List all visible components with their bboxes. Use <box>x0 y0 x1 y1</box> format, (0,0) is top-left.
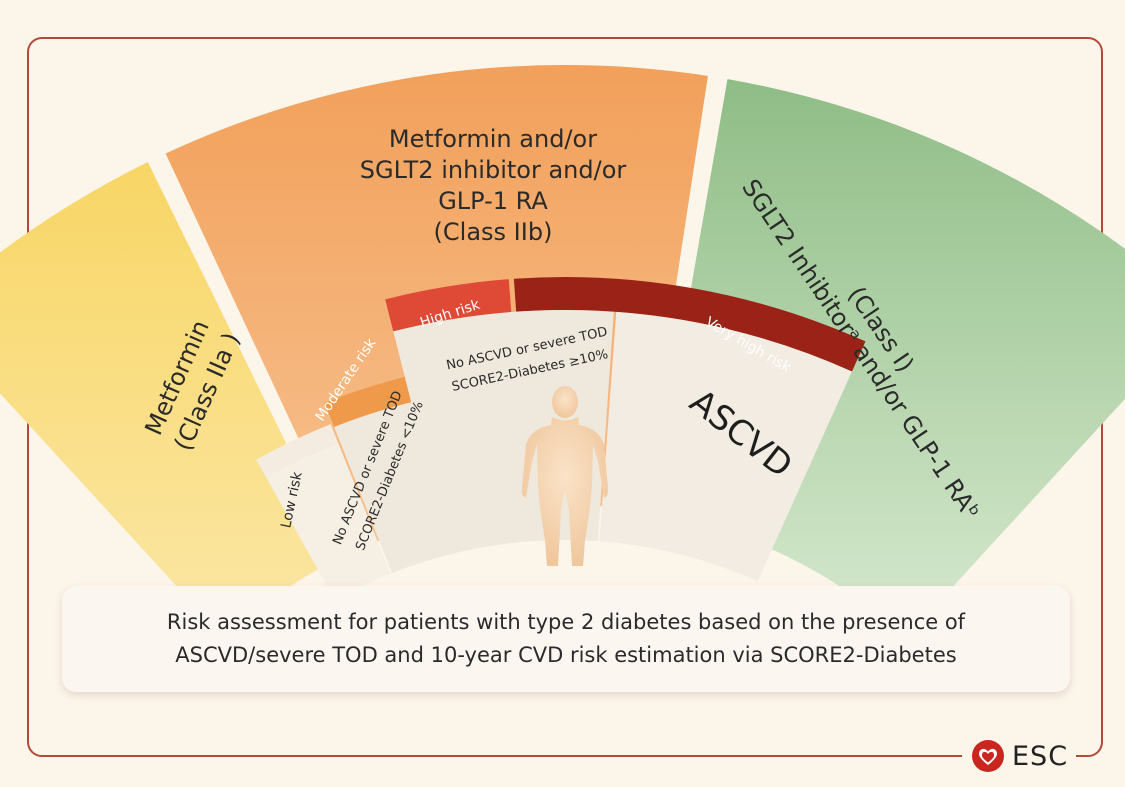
caption-line-2: ASCVD/severe TOD and 10-year CVD risk es… <box>175 643 957 667</box>
caption-line-1: Risk assessment for patients with type 2… <box>166 610 966 634</box>
arc-combo-label-2: SGLT2 inhibitor and/or <box>360 156 627 184</box>
band-moderate <box>324 376 414 428</box>
band-very-high <box>513 277 866 372</box>
inner-panel-ascvd <box>599 311 852 582</box>
esc-logo-text: ESC <box>1012 740 1069 772</box>
esc-logo: ESC <box>962 734 1077 778</box>
arc-combo-label-4: (Class IIb) <box>434 218 553 246</box>
arc-combo-label-1: Metformin and/or <box>389 125 597 153</box>
inner-panel-low <box>265 442 391 601</box>
human-silhouette-icon <box>521 386 609 566</box>
caption-box: Risk assessment for patients with type 2… <box>62 586 1070 692</box>
heart-icon <box>972 740 1004 772</box>
arc-combo-label-3: GLP-1 RA <box>438 187 548 215</box>
band-high <box>385 279 512 332</box>
band-low <box>256 424 339 478</box>
arc-metformin <box>0 162 343 638</box>
